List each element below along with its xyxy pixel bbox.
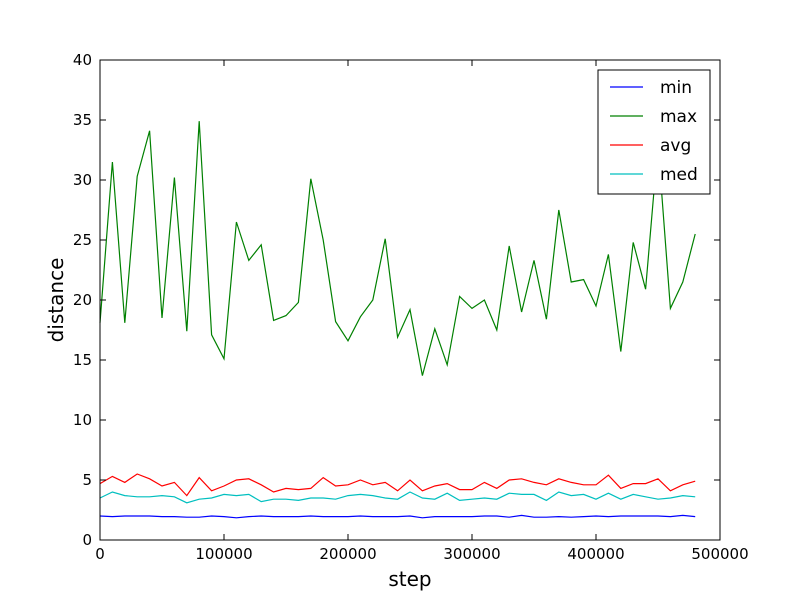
series-line-min	[99, 514, 696, 519]
x-tick-label: 200000	[319, 545, 376, 563]
x-tick-label: 0	[95, 545, 105, 563]
legend-label-avg: avg	[660, 136, 691, 156]
legend-label-min: min	[660, 78, 692, 98]
y-tick-label: 20	[73, 291, 92, 309]
y-tick-label: 30	[73, 171, 92, 189]
y-tick-label: 5	[82, 471, 92, 489]
x-tick-label: 100000	[195, 545, 252, 563]
y-axis-label: distance	[44, 258, 68, 343]
legend-box	[597, 69, 711, 195]
series-layer	[99, 121, 696, 519]
x-tick-label: 500000	[691, 545, 748, 563]
legend-label-med: med	[660, 165, 698, 185]
y-tick-label: 25	[73, 231, 92, 249]
x-tick-label: 400000	[567, 545, 624, 563]
series-line-med	[99, 491, 696, 504]
x-tick-label: 300000	[443, 545, 500, 563]
series-line-avg	[99, 473, 696, 497]
legend-label-max: max	[660, 107, 697, 127]
y-tick-label: 0	[82, 531, 92, 549]
y-tick-label: 40	[73, 51, 92, 69]
ticks-layer: 0 100000 200000 300000 400000 500000 0 5 10 15 20 2…	[73, 51, 749, 563]
y-tick-label: 10	[73, 411, 92, 429]
x-axis-label: step	[388, 567, 431, 591]
y-tick-label: 35	[73, 111, 92, 129]
series-line-max	[99, 121, 696, 376]
legend: min max avg med	[597, 69, 711, 195]
y-tick-label: 15	[73, 351, 92, 369]
